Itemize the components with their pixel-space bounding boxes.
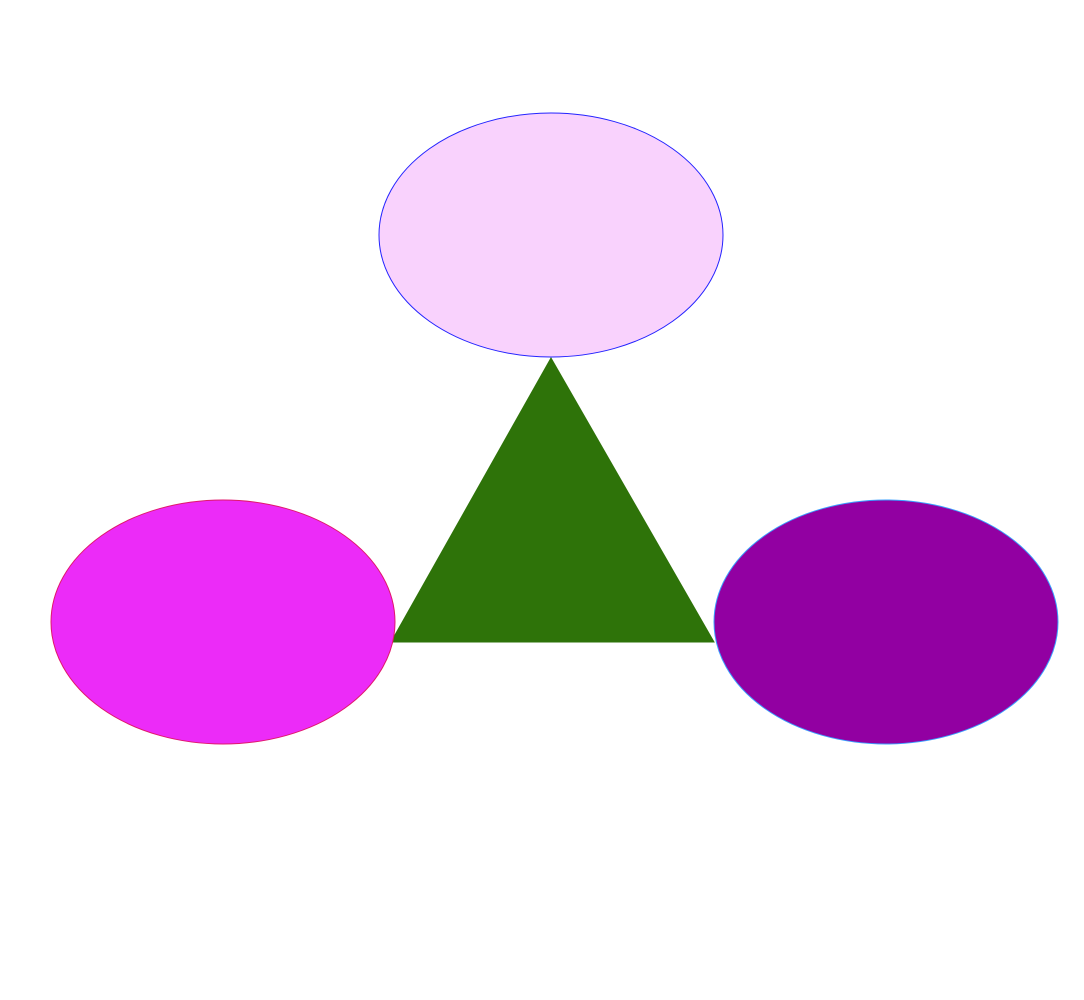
left-ellipse — [50, 499, 396, 745]
center-triangle — [390, 356, 715, 643]
top-ellipse — [378, 112, 724, 358]
right-ellipse — [713, 499, 1059, 745]
